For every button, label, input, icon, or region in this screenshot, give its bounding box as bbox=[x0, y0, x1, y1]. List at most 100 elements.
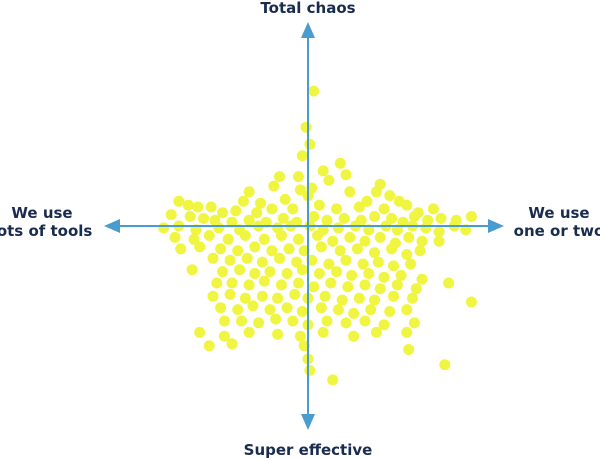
scatter-point bbox=[237, 195, 249, 207]
scatter-point bbox=[391, 224, 403, 236]
scatter-point bbox=[372, 256, 384, 268]
scatter-point bbox=[266, 245, 278, 257]
scatter-point bbox=[439, 359, 451, 371]
scatter-point bbox=[264, 304, 276, 316]
scatter-point bbox=[374, 231, 386, 243]
scatter-point bbox=[255, 197, 266, 209]
scatter-point bbox=[296, 264, 308, 276]
scatter-point bbox=[395, 269, 407, 281]
scatter-point bbox=[420, 222, 432, 234]
scatter-point bbox=[384, 306, 396, 317]
scatter-point bbox=[359, 315, 371, 327]
scatter-point bbox=[312, 230, 323, 241]
scatter-point bbox=[323, 258, 335, 270]
scatter-point bbox=[336, 294, 348, 306]
scatter-point bbox=[184, 211, 196, 222]
scatter-point bbox=[369, 211, 380, 222]
scatter-point bbox=[334, 157, 346, 169]
scatter-point bbox=[275, 279, 287, 291]
scatter-point bbox=[293, 277, 304, 289]
scatter-point bbox=[403, 344, 415, 355]
scatter-point bbox=[218, 315, 230, 327]
scatter-point bbox=[194, 326, 206, 338]
scatter-point bbox=[186, 264, 198, 276]
scatter-point bbox=[340, 317, 352, 329]
scatter-point bbox=[272, 292, 284, 304]
scatter-point bbox=[173, 195, 185, 207]
scatter-point bbox=[274, 252, 285, 264]
right-axis-label-line1: We use bbox=[528, 204, 589, 222]
scatter-point bbox=[241, 252, 253, 264]
scatter-point bbox=[294, 184, 306, 196]
scatter-point bbox=[313, 268, 325, 279]
scatter-point bbox=[207, 252, 219, 264]
scatter-point bbox=[272, 328, 284, 340]
scatter-point bbox=[232, 245, 244, 257]
scatter-point bbox=[215, 243, 227, 255]
scatter-point bbox=[308, 281, 320, 293]
scatter-point bbox=[158, 222, 170, 234]
scatter-point bbox=[308, 211, 320, 222]
scatter-point bbox=[410, 283, 422, 295]
scatter-point bbox=[363, 268, 375, 279]
arrow-down-icon bbox=[301, 414, 315, 430]
scatter-point bbox=[348, 307, 360, 319]
scatter-point bbox=[378, 271, 390, 283]
scatter-point bbox=[408, 211, 420, 222]
scatter-point bbox=[321, 315, 333, 327]
scatter-point bbox=[169, 231, 181, 243]
bottom-axis-label: Super effective bbox=[244, 441, 373, 459]
scatter-point bbox=[306, 182, 318, 194]
scatter-point bbox=[416, 235, 428, 247]
scatter-point bbox=[247, 300, 259, 312]
scatter-point bbox=[308, 85, 320, 97]
scatter-point bbox=[190, 224, 202, 236]
scatter-point bbox=[401, 304, 413, 316]
scatter-point bbox=[433, 235, 445, 247]
scatter-point bbox=[416, 273, 428, 285]
scatter-point bbox=[293, 233, 304, 245]
scatter-point bbox=[348, 330, 360, 342]
scatter-point bbox=[465, 296, 477, 308]
scatter-point bbox=[460, 224, 472, 236]
scatter-point bbox=[342, 281, 354, 293]
scatter-point bbox=[363, 224, 375, 236]
scatter-point bbox=[226, 277, 238, 289]
scatter-point bbox=[365, 304, 377, 316]
scatter-point bbox=[391, 279, 403, 291]
scatter-point bbox=[224, 288, 236, 300]
scatter-point bbox=[230, 205, 242, 217]
scatter-point bbox=[403, 231, 415, 243]
scatter-point bbox=[207, 290, 219, 302]
scatter-point bbox=[338, 212, 350, 224]
scatter-point bbox=[361, 195, 373, 207]
scatter-point bbox=[222, 233, 234, 245]
scatter-point bbox=[357, 258, 369, 270]
scatter-point bbox=[397, 216, 409, 228]
scatter-point bbox=[270, 313, 282, 325]
scatter-point bbox=[370, 326, 382, 338]
scatter-point bbox=[427, 203, 439, 215]
scatter-point bbox=[287, 203, 299, 215]
scatter-point bbox=[408, 317, 420, 329]
scatter-point bbox=[279, 193, 291, 205]
scatter-point bbox=[344, 231, 356, 243]
scatter-point bbox=[243, 326, 255, 338]
arrow-left-icon bbox=[104, 219, 120, 233]
scatter-point bbox=[327, 235, 339, 247]
scatter-point bbox=[298, 245, 310, 257]
scatter-point bbox=[370, 186, 382, 198]
scatter-point bbox=[306, 254, 318, 266]
scatter-point bbox=[294, 330, 306, 342]
scatter-point bbox=[253, 317, 265, 329]
scatter-point bbox=[346, 269, 358, 281]
scatter-point bbox=[243, 214, 255, 226]
left-axis-label-line2: lots of tools bbox=[0, 222, 92, 240]
scatter-point bbox=[414, 245, 426, 257]
scatter-point bbox=[435, 212, 447, 224]
scatter-point bbox=[369, 294, 380, 306]
scatter-point bbox=[258, 233, 270, 245]
